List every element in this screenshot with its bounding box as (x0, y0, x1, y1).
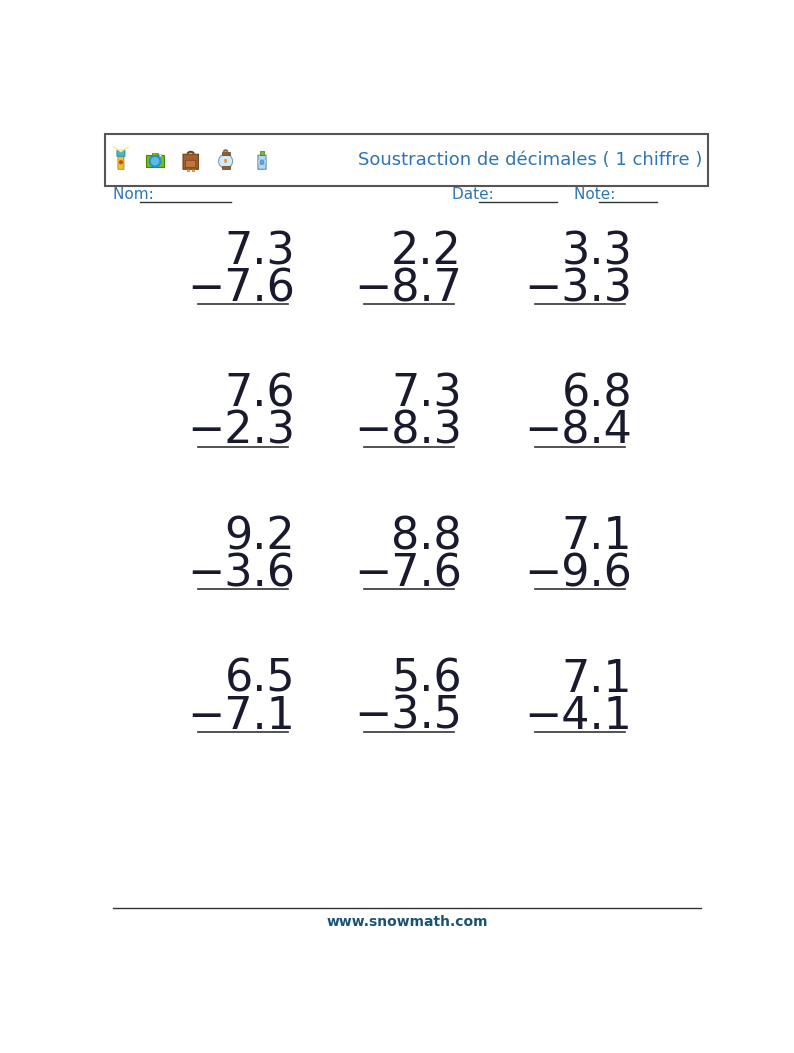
Text: −7.6: −7.6 (187, 267, 295, 311)
Text: −8.3: −8.3 (354, 410, 462, 453)
FancyBboxPatch shape (117, 151, 125, 156)
Bar (159, 154, 161, 156)
Bar (187, 168, 190, 171)
Text: −9.6: −9.6 (525, 552, 633, 595)
Text: 9.2: 9.2 (225, 515, 295, 558)
Circle shape (149, 156, 160, 166)
Text: −7.1: −7.1 (187, 695, 295, 738)
Text: 7.3: 7.3 (225, 231, 295, 274)
FancyBboxPatch shape (183, 154, 198, 170)
Bar (146, 155, 164, 167)
Text: −2.3: −2.3 (187, 410, 295, 453)
Text: −8.7: −8.7 (354, 267, 462, 311)
FancyBboxPatch shape (118, 155, 124, 170)
Text: www.snowmath.com: www.snowmath.com (326, 915, 488, 929)
Text: 5.6: 5.6 (391, 658, 462, 700)
Bar (258, 160, 266, 164)
Circle shape (218, 154, 233, 168)
Text: −7.6: −7.6 (354, 552, 462, 595)
Text: Date:: Date: (452, 186, 499, 202)
Text: 7.1: 7.1 (562, 515, 633, 558)
Bar (192, 168, 195, 171)
Text: 7.6: 7.6 (225, 373, 295, 416)
Text: 6.8: 6.8 (562, 373, 633, 416)
Bar (260, 152, 264, 155)
FancyBboxPatch shape (186, 160, 196, 167)
Circle shape (152, 158, 159, 165)
Bar (222, 166, 229, 168)
Text: 3.3: 3.3 (561, 231, 633, 274)
Text: Note:: Note: (574, 186, 621, 202)
Circle shape (120, 161, 122, 163)
Circle shape (260, 160, 264, 164)
Text: −4.1: −4.1 (525, 695, 633, 738)
Text: Nom:: Nom: (114, 186, 159, 202)
Text: −8.4: −8.4 (525, 410, 633, 453)
FancyBboxPatch shape (225, 159, 227, 162)
Text: −3.6: −3.6 (187, 552, 295, 595)
Text: −3.3: −3.3 (524, 267, 633, 311)
Bar (152, 153, 158, 155)
Text: 2.2: 2.2 (391, 231, 462, 274)
Text: 6.5: 6.5 (225, 658, 295, 700)
Text: 8.8: 8.8 (391, 515, 462, 558)
Text: 7.1: 7.1 (562, 658, 633, 700)
Text: 7.3: 7.3 (391, 373, 462, 416)
Bar (222, 153, 229, 155)
FancyBboxPatch shape (258, 155, 266, 170)
Text: Soustraction de décimales ( 1 chiffre ): Soustraction de décimales ( 1 chiffre ) (358, 152, 702, 170)
Text: −3.5: −3.5 (354, 695, 462, 738)
Bar (106, 134, 708, 186)
